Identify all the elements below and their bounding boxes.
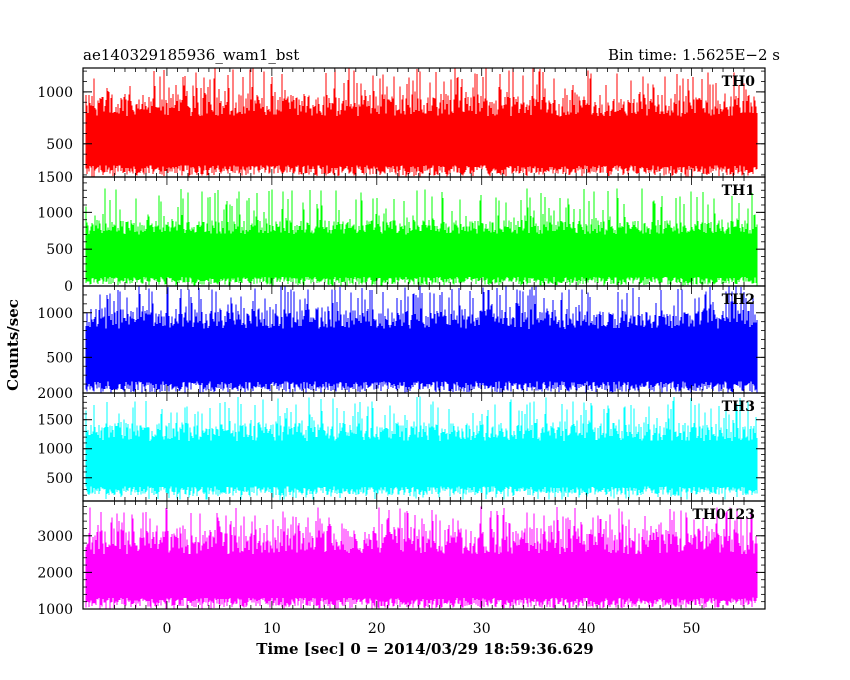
y-tick-label: 500 bbox=[46, 242, 73, 258]
y-tick-label: 500 bbox=[46, 471, 73, 487]
series-trace-th0123 bbox=[85, 506, 758, 609]
y-tick-label: 1500 bbox=[37, 170, 73, 186]
y-tick-label: 1000 bbox=[37, 442, 73, 458]
y-tick-label: 1000 bbox=[37, 205, 73, 221]
x-axis-label: Time [sec] 0 = 2014/03/29 18:59:36.629 bbox=[256, 640, 593, 658]
y-tick-label: 500 bbox=[46, 137, 73, 153]
y-tick-label: 3000 bbox=[37, 529, 73, 545]
y-tick-label: 2000 bbox=[37, 386, 73, 402]
x-tick-label: 40 bbox=[578, 621, 596, 637]
y-axis-label: Counts/sec bbox=[4, 299, 22, 391]
channel-label-th3: TH3 bbox=[722, 399, 755, 415]
y-tick-label: 500 bbox=[46, 350, 73, 366]
channel-label-th0123: TH0123 bbox=[692, 507, 755, 523]
y-tick-label: 1000 bbox=[37, 85, 73, 101]
chart-title-right: Bin time: 1.5625E−2 s bbox=[608, 46, 780, 64]
series-trace-th1 bbox=[85, 188, 758, 286]
y-tick-label: 1000 bbox=[37, 602, 73, 618]
panel-frame-th0123 bbox=[82, 500, 766, 610]
channel-label-th0: TH0 bbox=[722, 74, 756, 90]
chart-title-left: ae140329185936_wam1_bst bbox=[83, 46, 299, 64]
x-tick-label: 10 bbox=[263, 621, 281, 637]
channel-label-th2: TH2 bbox=[722, 292, 755, 308]
y-tick-label: 2000 bbox=[37, 565, 73, 581]
series-trace-th3 bbox=[85, 396, 758, 500]
panels-group: 50010001500TH005001000TH150010002000TH25… bbox=[37, 67, 766, 637]
x-tick-label: 20 bbox=[368, 621, 386, 637]
series-trace-th0 bbox=[85, 68, 758, 177]
y-tick-label: 1000 bbox=[37, 306, 73, 322]
x-tick-label: 50 bbox=[683, 621, 701, 637]
y-tick-label: 0 bbox=[64, 279, 73, 295]
y-tick-label: 1500 bbox=[37, 413, 73, 429]
channel-label-th1: TH1 bbox=[722, 183, 755, 199]
x-tick-label: 0 bbox=[162, 621, 171, 637]
x-tick-label: 30 bbox=[473, 621, 491, 637]
series-trace-th2 bbox=[85, 286, 758, 393]
